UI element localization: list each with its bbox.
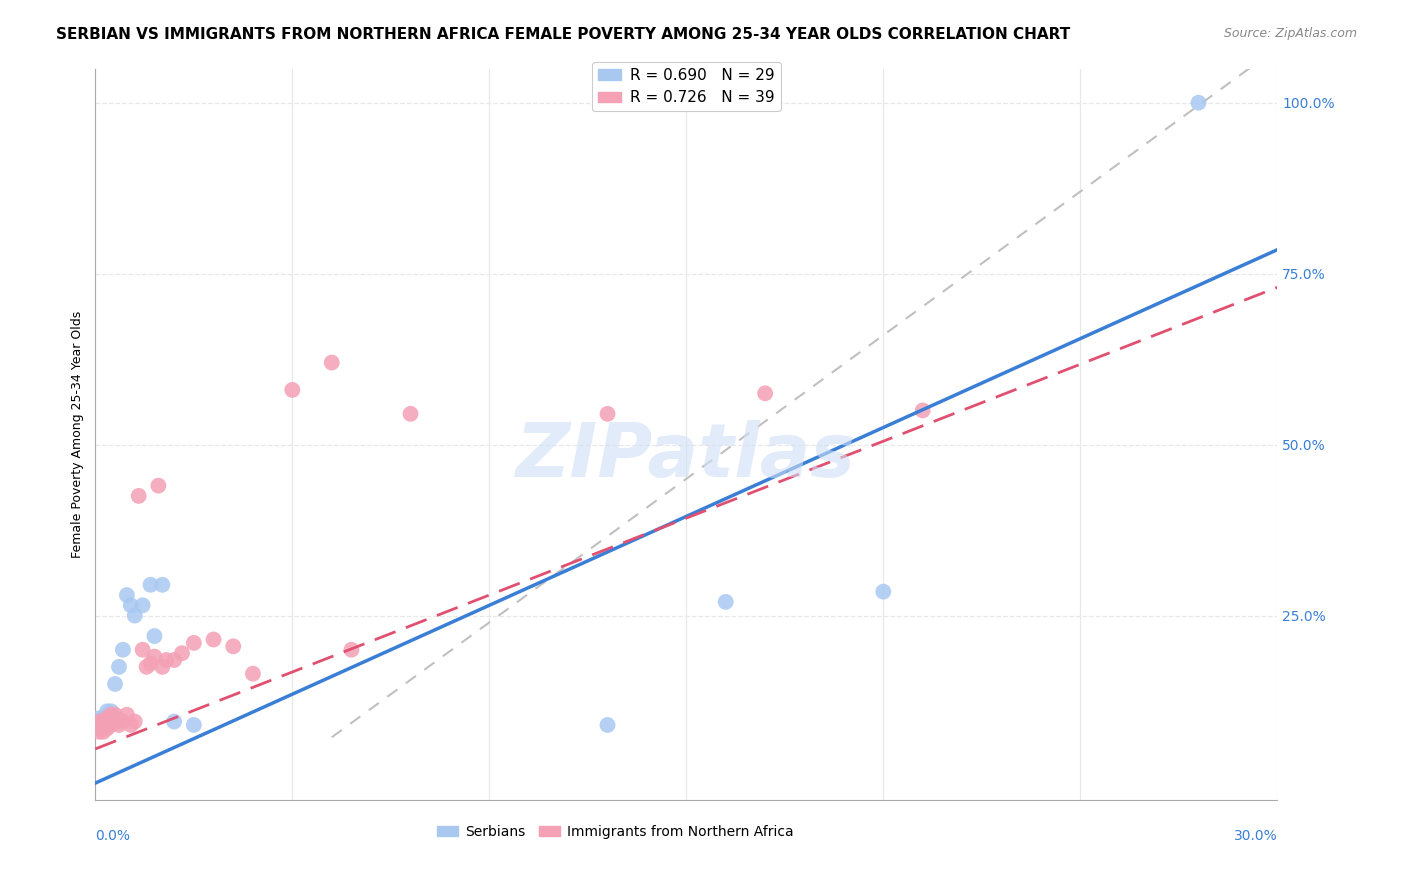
- Point: [100, 707, 122, 722]
- Point: [754, 386, 776, 401]
- Point: [148, 478, 170, 492]
- Point: [100, 714, 122, 729]
- Point: [143, 649, 166, 664]
- Legend: Serbians, Immigrants from Northern Africa: Serbians, Immigrants from Northern Afric…: [432, 820, 799, 845]
- Point: [128, 489, 150, 503]
- Point: [242, 666, 264, 681]
- Point: [96, 714, 118, 729]
- Point: [872, 584, 894, 599]
- Point: [91, 718, 114, 732]
- Point: [139, 578, 162, 592]
- Point: [108, 718, 131, 732]
- Point: [124, 714, 146, 729]
- Point: [596, 718, 619, 732]
- Y-axis label: Female Poverty Among 25-34 Year Olds: Female Poverty Among 25-34 Year Olds: [72, 310, 84, 558]
- Point: [163, 653, 186, 667]
- Point: [222, 640, 245, 654]
- Point: [202, 632, 225, 647]
- Point: [399, 407, 422, 421]
- Text: Source: ZipAtlas.com: Source: ZipAtlas.com: [1223, 27, 1357, 40]
- Point: [108, 714, 131, 729]
- Point: [91, 714, 114, 729]
- Point: [155, 653, 177, 667]
- Point: [340, 642, 363, 657]
- Point: [96, 718, 118, 732]
- Point: [714, 595, 737, 609]
- Point: [89, 722, 111, 736]
- Point: [321, 355, 343, 369]
- Point: [150, 578, 173, 592]
- Point: [91, 724, 114, 739]
- Point: [89, 711, 111, 725]
- Point: [89, 714, 111, 729]
- Point: [120, 718, 142, 732]
- Point: [89, 714, 111, 729]
- Point: [91, 711, 114, 725]
- Point: [120, 599, 142, 613]
- Point: [96, 711, 118, 725]
- Text: 30.0%: 30.0%: [1233, 830, 1277, 844]
- Point: [91, 718, 114, 732]
- Point: [115, 707, 138, 722]
- Point: [96, 722, 118, 736]
- Point: [170, 646, 193, 660]
- Point: [124, 608, 146, 623]
- Point: [150, 660, 173, 674]
- Point: [281, 383, 304, 397]
- Text: ZIPatlas: ZIPatlas: [516, 420, 856, 492]
- Point: [100, 718, 122, 732]
- Point: [131, 599, 153, 613]
- Point: [115, 588, 138, 602]
- Point: [104, 707, 127, 722]
- Point: [596, 407, 619, 421]
- Point: [111, 642, 134, 657]
- Point: [108, 660, 131, 674]
- Point: [96, 711, 118, 725]
- Point: [143, 629, 166, 643]
- Point: [104, 677, 127, 691]
- Point: [911, 403, 934, 417]
- Point: [135, 660, 157, 674]
- Point: [111, 714, 134, 729]
- Point: [1187, 95, 1209, 110]
- Point: [183, 636, 205, 650]
- Point: [89, 724, 111, 739]
- Point: [100, 704, 122, 718]
- Point: [89, 718, 111, 732]
- Point: [131, 642, 153, 657]
- Text: 0.0%: 0.0%: [96, 830, 131, 844]
- Point: [104, 711, 127, 725]
- Text: SERBIAN VS IMMIGRANTS FROM NORTHERN AFRICA FEMALE POVERTY AMONG 25-34 YEAR OLDS : SERBIAN VS IMMIGRANTS FROM NORTHERN AFRI…: [56, 27, 1070, 42]
- Point: [139, 657, 162, 671]
- Point: [183, 718, 205, 732]
- Point: [163, 714, 186, 729]
- Point: [96, 704, 118, 718]
- Point: [91, 722, 114, 736]
- Point: [104, 714, 127, 729]
